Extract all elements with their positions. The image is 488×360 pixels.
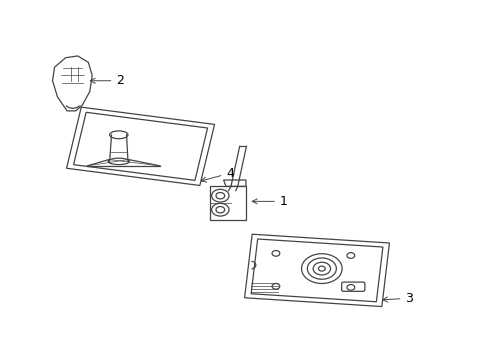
Text: 2: 2 [90, 74, 124, 87]
Text: 1: 1 [252, 195, 287, 208]
Text: 3: 3 [382, 292, 412, 305]
Text: 4: 4 [201, 167, 234, 182]
